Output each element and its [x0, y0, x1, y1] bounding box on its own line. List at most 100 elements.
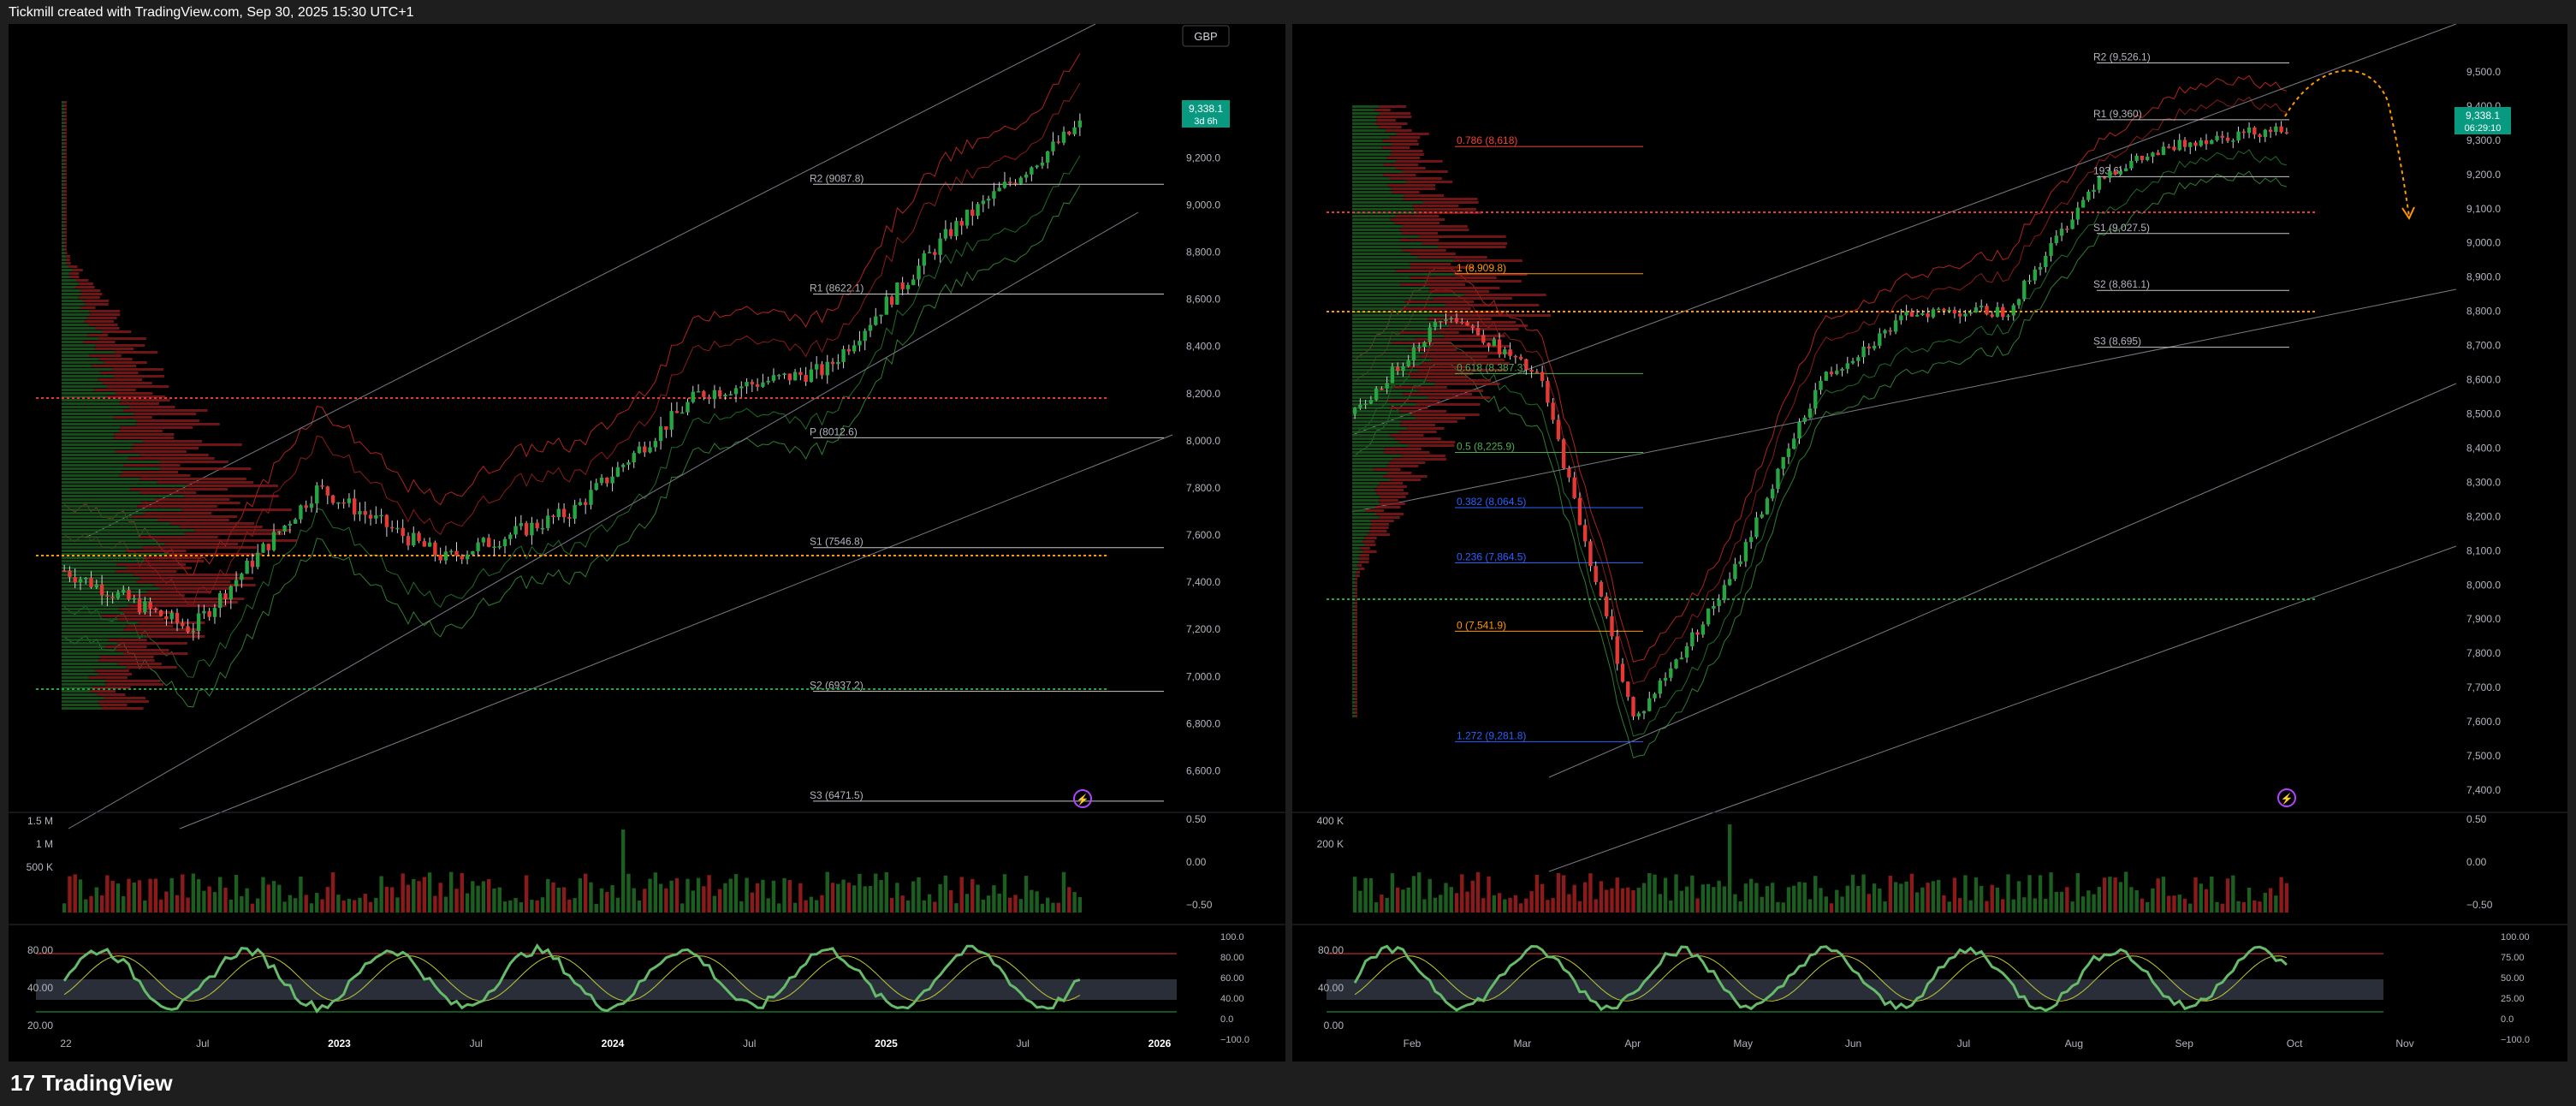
left-chart-svg[interactable]: R2 (9087.8)R1 (8622.1)P (8012.6)S1 (7546… [9, 24, 1285, 1061]
volume-bar [336, 895, 341, 913]
time-tick-label: Aug [2065, 1038, 2083, 1050]
volume-profile-bar-up [1352, 437, 1395, 440]
left-chart-panel[interactable]: R2 (9087.8) R1 (8622.1) P (8012.6) S1 (7546… [9, 24, 1285, 1061]
tradingview-logo[interactable]: 17 TradingView [10, 1070, 173, 1097]
volume-bar [2241, 901, 2247, 913]
left-lightning-glyph: ⚡ [1077, 794, 1089, 806]
candle-body [1743, 542, 1748, 562]
volume-profile-bar-up [1352, 318, 1428, 320]
volume-bar [1717, 880, 1721, 913]
currency-label[interactable]: GBP [1194, 30, 1217, 43]
volume-profile-bar-down [80, 293, 103, 295]
candle-body [970, 209, 975, 217]
volume-profile-bar-down [1402, 232, 1439, 235]
right-chart-panel[interactable]: R2 (9,526.1) R1 (9,360) 193.6) S1 (9,027.5)… [1292, 24, 2567, 1061]
volume-profile-bar-down [115, 450, 187, 453]
candle-body [1422, 342, 1427, 348]
currency-box[interactable] [1182, 25, 1230, 47]
right-chart-svg[interactable]: R2 (9,526.1)R1 (9,360)193.6)S1 (9,027.5)… [1292, 24, 2567, 1061]
oscillator-band [1327, 979, 2383, 1000]
volume-profile-bar-down [1355, 578, 1357, 580]
candle-body [674, 411, 680, 413]
candle-body [1690, 632, 1695, 646]
volume-profile-bar-up [1352, 259, 1453, 262]
candle-body [723, 394, 727, 397]
volume-profile-bar-down [1374, 109, 1391, 111]
volume-profile-bar-down [64, 207, 67, 210]
volume-profile-bar-down [1360, 547, 1370, 550]
volume-profile-bar-up [62, 464, 124, 467]
volume-profile-bar-down [105, 645, 147, 648]
fib-label: 0 (7,541.9) [1457, 619, 1506, 631]
candle-body [460, 556, 464, 560]
volume-profile-bar-down [1354, 670, 1357, 673]
volume-profile-bar-down [114, 433, 175, 436]
price-tick-label: 7,400.0 [2466, 784, 2501, 796]
volume-bar [143, 900, 147, 913]
volume-profile-bar-up [62, 649, 116, 651]
volume-profile-bar-down [156, 539, 298, 542]
volume-profile-bar-up [1352, 249, 1403, 252]
candle-body [2059, 229, 2064, 236]
volume-profile-bar-up [62, 618, 119, 621]
volume-profile-bar-down [64, 104, 67, 107]
volume-bar [664, 888, 668, 913]
volume-bar [212, 892, 217, 913]
volume-profile-bar-up [1352, 283, 1401, 286]
volume-profile-bar-up [62, 443, 134, 446]
volume-bar [1067, 887, 1071, 913]
volume-bar [986, 895, 991, 913]
volume-profile-bar-down [63, 132, 67, 134]
volume-profile-bar-down [1435, 321, 1517, 324]
volume-bar [1077, 897, 1083, 913]
volume-profile-bar-down [1393, 386, 1447, 389]
volume-profile-bar-down [88, 676, 128, 679]
osc-left-tick: 80.00 [1318, 944, 1344, 956]
volume-profile-bar-down [1355, 694, 1357, 697]
candle-body [2268, 129, 2273, 133]
price-tick-label: 8,600.0 [1186, 294, 1220, 306]
candle-body [583, 502, 588, 505]
volume-bar [379, 876, 383, 913]
candle-body [2172, 146, 2176, 151]
candle-body [492, 546, 496, 549]
candle-body [976, 204, 980, 217]
price-tick-label: 8,500.0 [2466, 408, 2501, 420]
candle-body [1722, 585, 1727, 600]
volume-bar [1030, 889, 1034, 913]
candle-body [1878, 333, 1882, 346]
candle-body [1024, 174, 1029, 178]
volume-profile-bar-down [1362, 540, 1375, 543]
right-lightning-icon[interactable] [2277, 788, 2296, 807]
volume-profile-bar-up [1352, 146, 1383, 149]
volume-profile-bar-up [1352, 222, 1395, 224]
volume-bar [1518, 903, 1523, 913]
volume-bar [62, 903, 67, 913]
volume-profile-bar-down [119, 430, 163, 432]
volume-profile-bar-down [1354, 705, 1357, 707]
candle-body [702, 391, 706, 397]
volume-bar [1776, 901, 1780, 913]
volume-profile-bar-up [62, 673, 98, 675]
price-tick-label: 8,300.0 [2466, 476, 2501, 488]
left-lightning-icon[interactable] [1073, 789, 1092, 808]
volume-bar [2193, 877, 2198, 913]
volume-profile-bar-down [143, 440, 202, 443]
volume-bar [105, 875, 110, 913]
candle-body [1460, 321, 1464, 324]
volume-profile-bar-up [62, 163, 65, 165]
price-tick-label: 8,200.0 [2466, 510, 2501, 522]
candle-body [1641, 711, 1647, 714]
candle-body [1824, 372, 1828, 381]
candle-body [707, 396, 711, 400]
candle-body [2129, 160, 2134, 169]
volume-bar [970, 878, 975, 913]
fib-label: 0.618 (8,387.3) [1457, 361, 1526, 373]
volume-profile-bar-down [1355, 615, 1357, 618]
candle-body [191, 631, 196, 633]
volume-profile-bar-up [62, 135, 65, 138]
volume-profile-bar-down [157, 519, 229, 521]
volume-profile-bar-up [1352, 407, 1391, 409]
volume-profile-bar-down [86, 317, 117, 319]
volume-bar [481, 881, 486, 913]
